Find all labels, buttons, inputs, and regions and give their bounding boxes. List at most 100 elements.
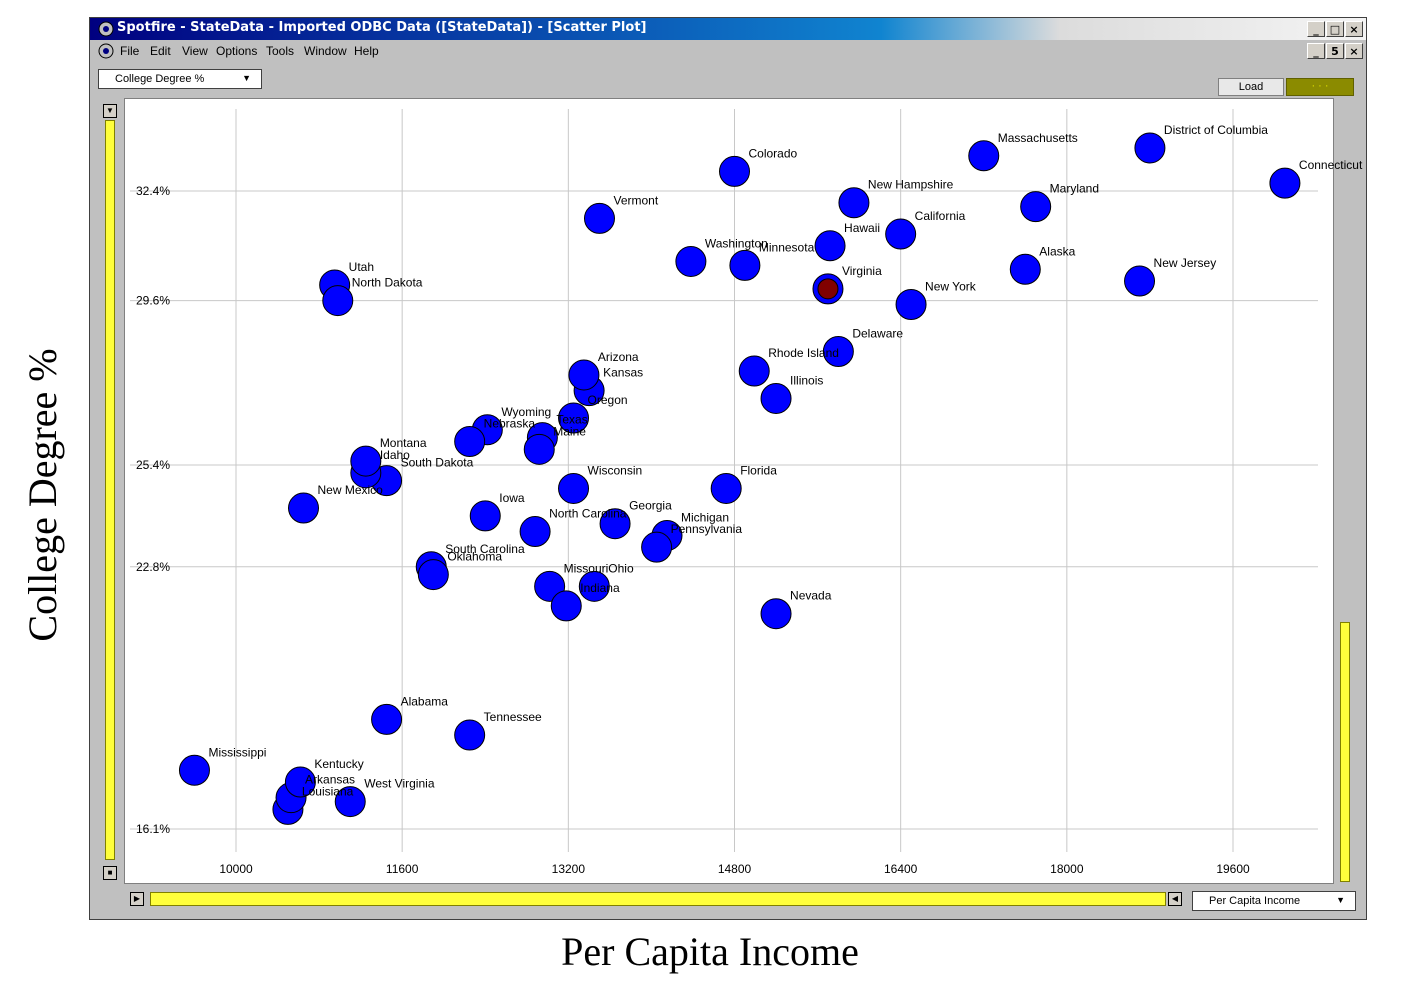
- y-slider-bottom-handle-icon[interactable]: ■: [103, 866, 117, 880]
- data-point[interactable]: [583, 202, 615, 234]
- y-axis-title: College Degree %: [20, 348, 65, 641]
- highlighted-point[interactable]: [817, 278, 839, 300]
- data-point[interactable]: [760, 598, 792, 630]
- point-label: Wyoming: [501, 405, 551, 419]
- data-point[interactable]: [729, 249, 761, 281]
- data-point[interactable]: [599, 508, 631, 540]
- point-label: Virginia: [842, 264, 882, 278]
- y-tick-label: 25.4%: [136, 458, 170, 472]
- child-restore-button[interactable]: 5: [1326, 43, 1344, 59]
- menu-file[interactable]: File: [120, 44, 140, 58]
- data-point[interactable]: [322, 285, 354, 317]
- data-point[interactable]: [371, 703, 403, 735]
- point-label: West Virginia: [364, 777, 435, 791]
- load-button[interactable]: Load: [1218, 78, 1284, 96]
- more-button[interactable]: · · ·: [1286, 78, 1354, 96]
- data-point[interactable]: [1269, 167, 1301, 199]
- data-point[interactable]: [550, 590, 582, 622]
- toolbar: College Degree % ▼ Load · · ·: [90, 62, 1366, 96]
- menu-window[interactable]: Window: [304, 44, 347, 58]
- maximize-button[interactable]: □: [1326, 21, 1344, 37]
- point-label: Rhode Island: [768, 346, 839, 360]
- title-bar[interactable]: Spotfire - StateData - Imported ODBC Dat…: [90, 18, 1366, 40]
- y-slider-track[interactable]: [105, 120, 115, 860]
- menu-edit[interactable]: Edit: [150, 44, 171, 58]
- data-point[interactable]: [814, 230, 846, 262]
- point-label: Louisiana: [302, 784, 354, 798]
- minimize-button[interactable]: _: [1307, 21, 1325, 37]
- point-label: Florida: [740, 463, 777, 477]
- point-label: Idaho: [380, 448, 410, 462]
- x-tick-label: 18000: [1050, 862, 1084, 876]
- x-range-slider[interactable]: ▶ ◀: [126, 888, 1186, 910]
- point-label: Oklahoma: [447, 550, 502, 564]
- data-point[interactable]: [719, 155, 750, 187]
- data-point[interactable]: [1020, 191, 1052, 223]
- x-slider-left-handle-icon[interactable]: ▶: [130, 892, 144, 906]
- x-slider-right-handle-icon[interactable]: ◀: [1168, 892, 1182, 906]
- point-label: Kentucky: [314, 757, 363, 771]
- data-point[interactable]: [1124, 265, 1156, 297]
- close-button[interactable]: ×: [1345, 21, 1363, 37]
- point-label: Maine: [553, 424, 586, 438]
- data-point[interactable]: [178, 754, 210, 786]
- data-point[interactable]: [641, 531, 673, 563]
- point-label: Ohio: [608, 561, 634, 575]
- data-points: [178, 132, 1301, 825]
- data-point[interactable]: [288, 492, 320, 524]
- y-tick-label: 22.8%: [136, 560, 170, 574]
- document-icon[interactable]: [98, 43, 114, 59]
- child-minimize-button[interactable]: _: [1307, 43, 1325, 59]
- point-label: Nevada: [790, 589, 832, 603]
- window-title: Spotfire - StateData - Imported ODBC Dat…: [117, 20, 647, 35]
- data-point[interactable]: [1009, 253, 1041, 285]
- data-point[interactable]: [738, 355, 770, 387]
- right-range-slider[interactable]: [1340, 622, 1350, 882]
- data-point[interactable]: [895, 289, 927, 321]
- data-point[interactable]: [350, 445, 382, 477]
- data-point[interactable]: [558, 402, 590, 434]
- data-point[interactable]: [710, 472, 742, 504]
- data-point[interactable]: [675, 245, 707, 277]
- menu-tools[interactable]: Tools: [266, 44, 295, 58]
- point-label: Wisconsin: [588, 463, 643, 477]
- data-point[interactable]: [417, 559, 449, 591]
- point-label: New York: [925, 280, 977, 294]
- data-point[interactable]: [469, 500, 501, 532]
- data-point[interactable]: [822, 335, 854, 367]
- x-tick-label: 10000: [219, 862, 253, 876]
- point-label: Montana: [380, 436, 427, 450]
- data-point[interactable]: [1134, 132, 1166, 164]
- menu-options[interactable]: Options: [216, 44, 258, 58]
- data-point[interactable]: [454, 426, 486, 458]
- data-point[interactable]: [578, 570, 610, 602]
- x-axis-select[interactable]: Per Capita Income ▼: [1192, 891, 1356, 911]
- data-point[interactable]: [838, 187, 870, 219]
- y-tick-label: 32.4%: [136, 184, 170, 198]
- point-label: Washington: [705, 236, 768, 250]
- data-point[interactable]: [760, 382, 792, 414]
- point-label: Maryland: [1050, 182, 1099, 196]
- data-point[interactable]: [334, 786, 366, 818]
- point-label: Tennessee: [484, 710, 542, 724]
- data-point[interactable]: [523, 433, 555, 465]
- data-point[interactable]: [519, 516, 551, 548]
- point-label: Illinois: [790, 373, 823, 387]
- menu-view[interactable]: View: [182, 44, 208, 58]
- x-slider-track[interactable]: [150, 892, 1166, 906]
- data-point[interactable]: [284, 766, 316, 798]
- child-close-button[interactable]: ×: [1345, 43, 1363, 59]
- y-axis-select[interactable]: College Degree % ▼: [98, 69, 262, 89]
- data-point[interactable]: [885, 218, 917, 250]
- point-label: Alaska: [1039, 244, 1075, 258]
- data-point[interactable]: [968, 140, 1000, 172]
- data-point[interactable]: [454, 719, 486, 751]
- menu-help[interactable]: Help: [354, 44, 379, 58]
- axis-ticks: 10000 11600 13200 14800 16400 18000 19600 16.1%…: [136, 184, 1250, 876]
- y-slider-top-handle-icon[interactable]: ▼: [103, 104, 117, 118]
- data-point[interactable]: [558, 472, 590, 504]
- point-label: New Jersey: [1154, 256, 1217, 270]
- y-range-slider[interactable]: ▼ ■: [99, 104, 121, 880]
- data-point[interactable]: [568, 359, 600, 391]
